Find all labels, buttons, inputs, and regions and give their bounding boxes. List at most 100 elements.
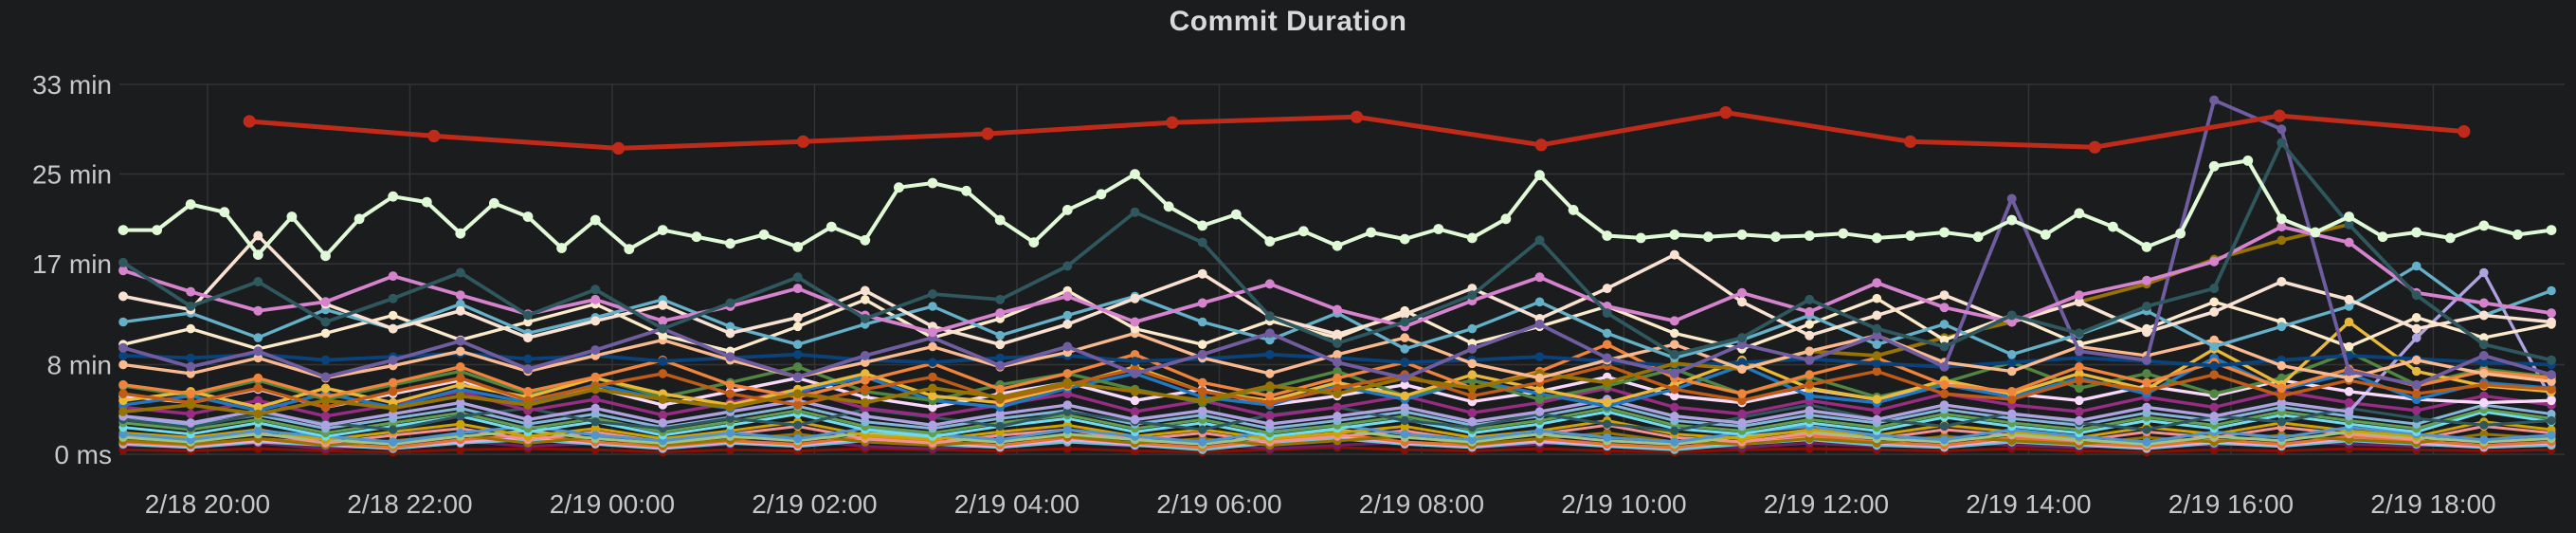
data-point-orchid [1130,317,1140,327]
data-point-cyan [1534,297,1545,307]
data-point-mint-green [1264,236,1276,247]
data-point-red [796,135,810,148]
data-point-light-purple [1467,416,1478,427]
data-point-rust [1872,366,1882,377]
data-point-mint-green [1736,230,1748,240]
data-point-dark-red [1062,444,1072,453]
x-axis-label: 2/19 16:00 [2168,489,2294,519]
data-point-peach [2547,377,2556,387]
data-point-mint-green [2377,231,2388,243]
data-point-teal-2 [995,421,1005,432]
data-point-teal-2 [2142,425,2151,434]
data-point-orchid [1197,298,1207,308]
x-axis-label: 2/19 04:00 [954,489,1079,519]
data-point-dark-gold [725,402,735,413]
data-point-green [2277,373,2287,383]
data-point-orchid [388,271,398,282]
data-point-mint-green [2242,156,2254,166]
data-point-peach [1805,346,1814,357]
data-point-cream [2479,333,2489,342]
data-point-cream [1805,320,1814,329]
data-point-dark-gold [1872,351,1882,360]
data-point-mint-green [590,214,601,226]
data-point-slate-purple [1737,340,1747,350]
data-point-peach [2479,369,2489,378]
panel-title[interactable]: Commit Duration [1169,6,1407,37]
data-point-mint-green [1230,209,1242,220]
data-point-dark-gold [118,407,128,416]
data-point-magenta [1333,402,1342,413]
data-point-red [1166,116,1179,129]
data-point-teal [2142,302,2151,311]
data-point-mint-green [1197,220,1208,231]
data-point-peach [928,341,937,352]
data-point-lavender [928,402,937,413]
data-point-mint-green [152,225,163,236]
data-point-teal-2 [2277,417,2286,427]
data-point-rust [1939,389,1950,399]
data-point-magenta [1872,406,1882,415]
data-point-blush [2277,277,2287,286]
data-point-mint-green [2478,220,2490,231]
data-point-peach [1400,333,1409,342]
data-point-teal [2074,328,2084,339]
data-point-mint-green [657,225,668,236]
data-point-light-purple [1265,419,1275,429]
data-point-orchid [2074,290,2084,301]
data-point-blush [792,312,803,322]
data-point-red [981,127,994,140]
data-point-teal [1602,308,1612,319]
data-point-magenta [1737,409,1747,419]
data-point-green [2075,383,2084,394]
data-point-yellow [1872,395,1882,404]
data-point-teal [523,310,533,321]
data-point-rust [2479,379,2489,390]
data-point-mint-green [556,243,567,253]
data-point-mint-green [2276,213,2287,225]
data-point-mint-green [2546,225,2557,236]
data-point-rust [2547,384,2556,395]
data-point-slate-purple [725,352,735,362]
data-point-navy [118,351,128,360]
data-point-teal-2 [1939,421,1950,432]
data-point-slate-purple [253,346,263,357]
data-point-peach [253,353,263,363]
data-point-mint-green [2006,214,2018,226]
data-point-teal [995,294,1006,304]
data-point-periwinkle [2277,432,2286,442]
data-point-magenta [928,412,937,421]
data-point-slate-purple [320,372,331,382]
data-point-orchid [455,290,465,301]
data-point-dark-gold [456,391,465,401]
data-point-dark-gold [1197,395,1207,406]
data-point-rust [1670,384,1679,395]
data-point-rust [1197,387,1207,396]
data-point-teal-2 [590,417,600,427]
data-point-orange [388,377,398,388]
data-point-lavender [2479,397,2489,408]
data-point-orange [523,387,533,396]
data-point-mint-green [894,182,904,193]
data-point-cream [1872,293,1882,303]
data-point-magenta [2075,407,2084,416]
series-orange [118,340,2556,402]
data-point-orange [2075,362,2084,372]
data-point-dark-gold [1602,377,1612,388]
data-point-sky-blue [2547,409,2556,419]
data-point-yellow [320,383,331,394]
data-point-orchid [1939,303,1950,313]
data-point-teal [1197,237,1207,248]
data-point-red [1719,106,1732,119]
data-point-mint-green [118,225,129,236]
data-point-orchid [2006,317,2017,327]
data-point-rust [1265,397,1275,408]
data-point-slate-purple [2006,193,2017,204]
data-point-navy [2075,353,2084,363]
data-point-slate-purple [1872,330,1882,340]
data-point-orchid [2344,237,2354,248]
x-axis-label: 2/19 12:00 [1764,489,1889,519]
data-point-mint-green [2074,208,2085,219]
data-point-orchid [2547,308,2556,319]
data-point-dark-gold [1467,383,1478,394]
